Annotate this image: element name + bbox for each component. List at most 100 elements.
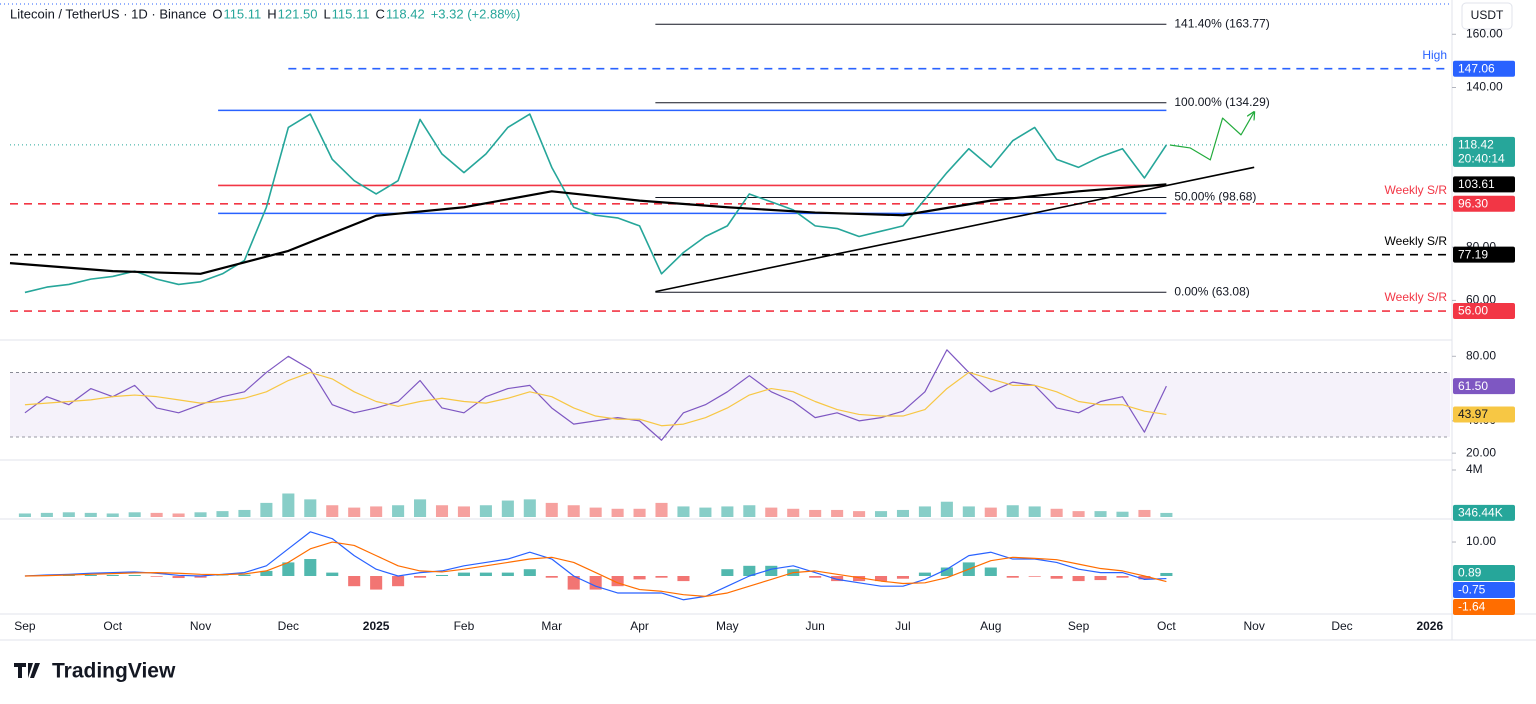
volume-bar [1116,511,1129,517]
volume-bar [545,502,558,517]
price-badge [1453,195,1515,212]
price-badge-label: 346.44K [1458,506,1503,520]
histogram-bar [62,575,75,576]
histogram-bar [589,576,602,590]
histogram-bar [523,569,536,576]
histogram-bar [150,576,163,577]
ohlc-value: 115.11 [332,6,370,21]
brand: TradingView [52,660,176,683]
histogram-bar [106,574,119,576]
histogram-bar [392,576,405,587]
level-note: Weekly S/R [1385,234,1448,248]
price-badge [1453,303,1515,320]
price-badge-label: 147.06 [1458,61,1495,75]
volume-bar [150,512,163,517]
price-badge [1453,378,1515,395]
x-tick-label: Nov [190,619,211,633]
price-badge [1453,406,1515,423]
volume-bar [567,505,580,517]
header: Litecoin / TetherUS · 1D · Binance O 115.… [10,6,520,21]
volume-bar [479,505,492,517]
volume-bar [216,511,229,517]
volume-bar [282,493,295,517]
volume-bar [633,508,646,517]
currency[interactable]: USDT [1471,8,1504,22]
volume-bar [370,506,383,517]
x-tick-label: Jun [805,619,824,633]
volume-bar [106,513,119,517]
histogram-bar [1138,576,1151,580]
volume-bar [304,499,317,517]
y-tick-label: 4M [1466,462,1483,476]
price-badge [1453,60,1515,77]
fib-label: 50.00% (98.68) [1174,190,1256,204]
volume-bar [1006,505,1019,517]
change: +3.32 (+2.88%) [431,6,521,21]
histogram-bar [743,565,756,576]
histogram-bar [984,567,997,576]
histogram-bar [370,576,383,590]
volume-bar [392,505,405,517]
histogram-bar [326,572,339,576]
y-tick-label: 160.00 [1466,26,1503,40]
histogram-bar [238,574,251,576]
volume-bar [194,512,207,517]
histogram-bar [457,572,470,576]
ohlc-value: 115.11 [223,6,261,21]
series-line [24,541,1167,597]
price-badge [1453,598,1515,615]
volume-bar [1050,508,1063,517]
x-tick-label: 2026 [1416,619,1443,633]
symbol: Litecoin / TetherUS · 1D · Binance [10,6,206,21]
volume-bar [1028,506,1041,517]
volume-bar [874,511,888,517]
volume-bar [238,509,251,517]
price-badge [1453,564,1515,581]
volume-bar [962,506,975,517]
histogram-bar [194,576,207,578]
volume-bar [809,509,822,517]
histogram-bar [655,576,668,578]
volume-bar [348,507,361,517]
volume-bar [721,506,734,517]
level-note: Weekly S/R [1385,290,1448,304]
histogram-bar [940,567,953,576]
series-line [9,183,1167,275]
price-badge-label: 96.30 [1458,196,1488,210]
histogram-bar [677,576,690,582]
histogram-bar [545,576,558,578]
price-badge-label: 61.50 [1458,379,1488,393]
volume-bar [62,512,75,517]
ohlc-value: 121.50 [278,6,318,21]
x-tick-label: Sep [14,619,36,633]
histogram-bar [809,576,822,578]
histogram-bar [1028,576,1041,577]
ohlc-key: O [212,6,222,21]
volume-bar [918,506,931,517]
series-line [24,113,1168,294]
histogram-bar [435,574,449,576]
histogram-bar [1072,576,1085,582]
x-tick-label: Aug [980,619,1001,633]
volume-bar [655,502,668,517]
price-badge-label: 56.00 [1458,304,1488,318]
price-badge-label: -0.75 [1458,583,1486,597]
price-badge-label: 118.42 [1458,138,1494,152]
volume-bar [743,505,756,517]
series-line [24,371,1167,427]
x-tick-label: Sep [1068,619,1090,633]
volume-bar [699,507,712,517]
histogram-bar [874,576,888,582]
histogram-bar [853,576,866,582]
fib-label: 100.00% (134.29) [1174,95,1269,109]
histogram-bar [633,576,646,580]
volume-bar [523,499,536,517]
price-badge-label: 103.61 [1458,177,1495,191]
currency-button[interactable] [1461,2,1513,30]
price-badge [1453,136,1515,167]
volume-bar [326,505,339,517]
price-badge-label: 77.19 [1458,247,1488,261]
volume-bar [435,505,449,517]
